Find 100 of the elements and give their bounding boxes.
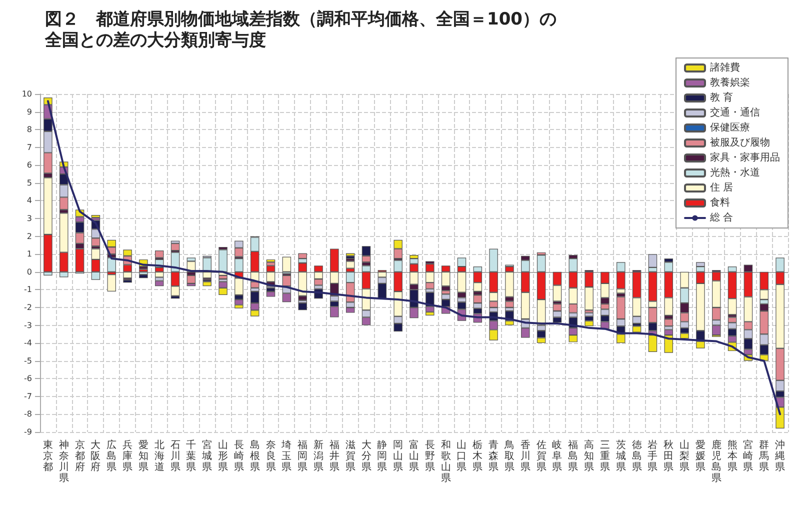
- bar: [154, 280, 164, 286]
- x-tick-label: 茨城県: [614, 439, 626, 473]
- y-tick-label: 6: [26, 160, 32, 170]
- bar: [139, 269, 148, 272]
- y-tick-label: -1: [24, 285, 32, 294]
- bar: [154, 272, 164, 278]
- legend-label: 住 居: [710, 182, 734, 194]
- x-tick-label: 福岡県: [298, 439, 308, 473]
- x-tick-label: 高知県: [584, 439, 594, 473]
- x-tick-label: 福井県: [329, 439, 340, 473]
- legend-label: 被服及び履物: [710, 136, 770, 148]
- x-tick-label: 大阪府: [90, 439, 101, 473]
- x-tick-label: 東京都: [42, 439, 53, 473]
- x-tick-label: 広島県: [106, 439, 117, 473]
- x-tick-label: 千葉県: [186, 439, 196, 473]
- y-tick-label: 7: [26, 142, 32, 152]
- x-tick-label: 愛知県: [138, 439, 148, 473]
- x-tick-label: 島根県: [250, 439, 260, 473]
- x-tick-label: 山梨県: [680, 439, 690, 473]
- bar: [107, 274, 116, 292]
- y-tick-label: -5: [24, 356, 32, 366]
- bar: [648, 335, 658, 352]
- x-tick-label: 佐賀県: [536, 440, 546, 473]
- y-tick-label: -6: [24, 374, 32, 384]
- x-tick-label: 神奈川県: [58, 439, 69, 484]
- x-tick-label: 香川県: [520, 439, 530, 473]
- bar: [234, 299, 244, 305]
- x-tick-label: 岐阜県: [552, 439, 562, 473]
- x-tick-label: 滋賀県: [345, 439, 356, 473]
- legend-label: 総 合: [709, 212, 734, 224]
- x-tick-label: 大分県: [361, 439, 372, 473]
- y-tick-label: 2: [26, 232, 32, 241]
- x-tick-label: 山形県: [218, 439, 228, 473]
- legend-label: 光熱・水道: [710, 166, 760, 178]
- x-tick-label: 京都府: [74, 439, 85, 473]
- x-tick-label: 愛媛県: [695, 439, 706, 473]
- y-tick-label: 10: [22, 90, 32, 98]
- legend-label: 食料: [710, 196, 730, 208]
- y-tick-label: 3: [26, 214, 32, 224]
- bar: [298, 303, 307, 310]
- x-tick-label: 山口県: [456, 439, 467, 473]
- x-tick-label: 栃木県: [472, 439, 483, 473]
- bar: [298, 253, 307, 259]
- y-tick-label: -2: [24, 302, 32, 312]
- bar: [346, 253, 355, 256]
- x-tick-label: 長崎県: [234, 440, 244, 473]
- x-tick-label: 新潟県: [314, 439, 324, 473]
- x-tick-label: 岡山県: [393, 440, 404, 473]
- legend-label: 家具・家事用品: [710, 152, 780, 164]
- y-tick-label: -9: [24, 428, 32, 436]
- y-tick-label: 0: [26, 267, 32, 276]
- x-tick-label: 岩手県: [648, 439, 658, 473]
- chart-title: 図２ 都道府県別物価地域差指数（調和平均価格、全国＝100）の: [45, 10, 556, 30]
- x-tick-label: 兵庫県: [122, 439, 133, 473]
- bar: [202, 272, 212, 278]
- bar: [139, 274, 148, 278]
- chart-subtitle: 全国との差の大分類別寄与度: [44, 30, 266, 50]
- bar: [218, 250, 228, 272]
- x-tick-label: 奈良県: [266, 440, 276, 473]
- bar: [218, 275, 228, 280]
- x-tick-label: 青森県: [488, 439, 499, 473]
- x-tick-label: 石川県: [170, 440, 180, 473]
- x-tick-label: 富山県: [409, 439, 419, 473]
- bar: [186, 275, 196, 284]
- y-tick-label: 8: [26, 125, 32, 134]
- bar: [664, 319, 674, 326]
- y-tick-label: -7: [24, 392, 32, 401]
- y-tick-label: 1: [26, 250, 32, 259]
- y-tick-label: 9: [26, 107, 32, 116]
- y-tick-label: 4: [26, 196, 32, 206]
- x-tick-label: 鳥取県: [503, 439, 514, 473]
- bar: [91, 214, 100, 218]
- x-tick-label: 福島県: [568, 439, 578, 473]
- bar: [632, 326, 642, 332]
- x-tick-label: 徳島県: [632, 440, 642, 473]
- x-tick-label: 群馬県: [758, 439, 770, 473]
- bar: [170, 243, 180, 251]
- bar: [266, 259, 276, 262]
- x-tick-label: 宮崎県: [743, 439, 754, 473]
- y-tick-label: -3: [24, 320, 32, 330]
- x-tick-label: 熊本県: [727, 439, 738, 473]
- y-tick-label: 5: [26, 178, 32, 188]
- legend-label: 教 育: [710, 92, 734, 104]
- x-tick-label: 長野県: [424, 440, 435, 473]
- x-tick-label: 鹿児島県: [711, 439, 722, 484]
- legend-label: 教養娯楽: [710, 76, 750, 88]
- x-tick-label: 宮城県: [201, 439, 212, 473]
- bar: [505, 301, 514, 308]
- x-tick-label: 静岡県: [377, 439, 388, 473]
- x-tick-label: 埼玉県: [280, 439, 292, 473]
- bar: [139, 272, 148, 275]
- bar: [123, 280, 132, 283]
- x-tick-label: 和歌山県: [440, 439, 451, 484]
- bar: [346, 261, 355, 268]
- line-series: [46, 100, 782, 416]
- y-tick-label: -8: [24, 410, 32, 419]
- bar: [154, 250, 164, 258]
- bar: [266, 291, 276, 297]
- bar: [696, 341, 705, 348]
- y-tick-label: -4: [24, 338, 32, 348]
